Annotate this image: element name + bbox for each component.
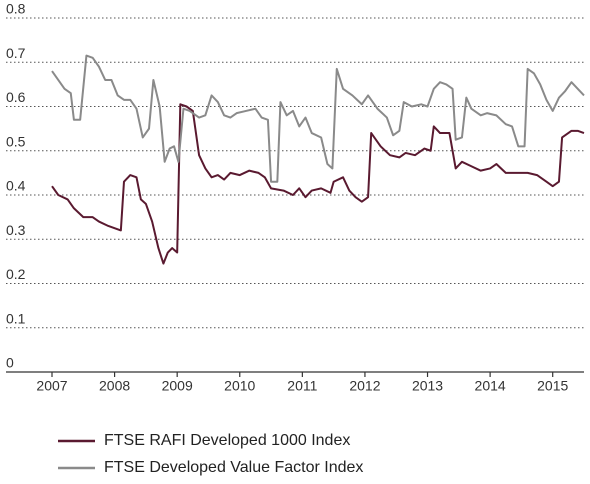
y-tick-label: 0.2 — [6, 266, 26, 282]
y-tick-label: 0.1 — [6, 310, 26, 326]
series-line — [51, 103, 585, 265]
legend-label: FTSE RAFI Developed 1000 Index — [104, 432, 350, 449]
x-tick-label: 2010 — [224, 378, 255, 394]
y-tick-label: 0 — [6, 355, 14, 371]
x-tick-label: 2012 — [349, 378, 380, 394]
x-tick-label: 2011 — [287, 378, 317, 394]
x-tick-label: 2014 — [475, 378, 506, 394]
legend-label: FTSE Developed Value Factor Index — [104, 459, 363, 476]
x-tick-label: 2009 — [162, 378, 193, 394]
series-line — [51, 54, 585, 183]
x-tick-label: 2015 — [537, 378, 568, 394]
y-tick-label: 0.3 — [6, 222, 26, 238]
y-tick-label: 0.5 — [6, 133, 26, 149]
x-tick-label: 2008 — [99, 378, 130, 394]
y-tick-label: 0.8 — [6, 1, 26, 17]
x-tick-label: 2013 — [412, 378, 443, 394]
y-tick-label: 0.4 — [6, 178, 26, 194]
x-tick-label: 2007 — [36, 378, 67, 394]
y-tick-label: 0.7 — [6, 45, 26, 61]
y-tick-label: 0.6 — [6, 89, 26, 105]
